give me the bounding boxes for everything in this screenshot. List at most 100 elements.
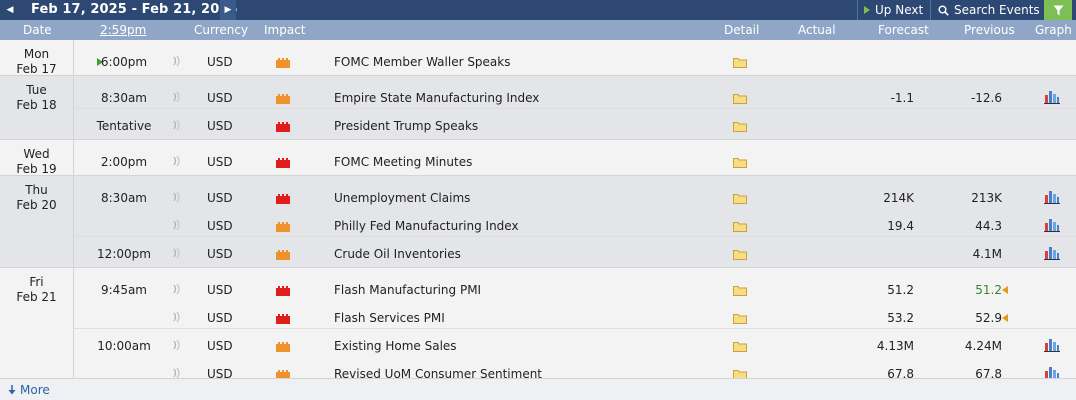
bar-chart-icon[interactable] <box>1044 190 1060 204</box>
sound-alert-icon[interactable] <box>172 155 182 167</box>
sound-alert-icon[interactable] <box>172 55 182 67</box>
sound-alert-icon[interactable] <box>172 119 182 131</box>
filter-button[interactable] <box>1044 0 1072 20</box>
event-previous: 44.3 <box>975 219 1002 233</box>
event-currency: USD <box>207 283 233 297</box>
event-title[interactable]: FOMC Member Waller Speaks <box>334 55 511 69</box>
event-currency: USD <box>207 339 233 353</box>
event-previous: 4.1M <box>972 247 1002 261</box>
event-row[interactable]: USD Revised UoM Consumer Sentiment 67.8 67.… <box>74 360 1076 388</box>
bar-chart-icon[interactable] <box>1044 218 1060 232</box>
search-events-button[interactable]: Search Events <box>933 0 1043 20</box>
day-group: Tue Feb 18 8:30am USD Empire State Manufactu… <box>0 76 1076 140</box>
event-title[interactable]: Existing Home Sales <box>334 339 457 353</box>
event-forecast: 214K <box>883 191 914 205</box>
toolbar-divider <box>930 0 931 20</box>
detail-folder-icon[interactable] <box>733 193 747 204</box>
medium-impact-icon <box>276 221 290 232</box>
event-title[interactable]: FOMC Meeting Minutes <box>334 155 473 169</box>
day-group: Mon Feb 17 6:00pm USD FOMC Member Waller Spe… <box>0 40 1076 76</box>
detail-folder-icon[interactable] <box>733 93 747 104</box>
event-currency: USD <box>207 191 233 205</box>
event-title[interactable]: Revised UoM Consumer Sentiment <box>334 367 543 381</box>
event-row[interactable]: 6:00pm USD FOMC Member Waller Speaks <box>74 48 1076 76</box>
week-range-title: Feb 17, 2025 - Feb 21, 2025 <box>31 2 238 17</box>
day-name: Fri <box>29 275 44 289</box>
event-row[interactable]: 2:00pm USD FOMC Meeting Minutes <box>74 148 1076 176</box>
event-row[interactable]: Tentative USD President Trump Speaks <box>74 112 1076 140</box>
detail-folder-icon[interactable] <box>733 341 747 352</box>
day-label: Tue Feb 18 <box>0 76 74 140</box>
event-currency: USD <box>207 55 233 69</box>
sound-alert-icon[interactable] <box>172 311 182 323</box>
day-group: Fri Feb 21 9:45am USD Flash Manufacturing PM… <box>0 268 1076 388</box>
next-week-button[interactable]: ▶ <box>220 0 236 20</box>
detail-folder-icon[interactable] <box>733 221 747 232</box>
sound-alert-icon[interactable] <box>172 219 182 231</box>
sound-alert-icon[interactable] <box>172 191 182 203</box>
day-date: Feb 21 <box>16 290 57 304</box>
sound-alert-icon[interactable] <box>172 247 182 259</box>
chevron-right-icon: ▶ <box>224 5 232 15</box>
event-title[interactable]: Unemployment Claims <box>334 191 471 205</box>
column-header-previous: Previous <box>964 23 1015 37</box>
up-next-label: Up Next <box>875 3 924 17</box>
chevron-left-icon: ◀ <box>6 5 14 15</box>
detail-folder-icon[interactable] <box>733 157 747 168</box>
column-header-impact: Impact <box>264 23 306 37</box>
event-title[interactable]: Crude Oil Inventories <box>334 247 461 261</box>
day-group: Thu Feb 20 8:30am USD Unemployment Claims 214… <box>0 176 1076 268</box>
detail-folder-icon[interactable] <box>733 121 747 132</box>
event-row[interactable]: 8:30am USD Empire State Manufacturing Inde… <box>74 84 1076 112</box>
medium-impact-icon <box>276 369 290 380</box>
sound-alert-icon[interactable] <box>172 91 182 103</box>
up-next-marker-icon <box>97 58 103 66</box>
event-previous: 52.9 <box>975 311 1002 325</box>
detail-folder-icon[interactable] <box>733 57 747 68</box>
event-row[interactable]: 12:00pm USD Crude Oil Inventories 4.1M <box>74 240 1076 268</box>
detail-folder-icon[interactable] <box>733 249 747 260</box>
event-row[interactable]: 9:45am USD Flash Manufacturing PMI 51.2 51.2 <box>74 276 1076 304</box>
event-currency: USD <box>207 219 233 233</box>
search-icon <box>938 5 949 16</box>
sound-alert-icon[interactable] <box>172 367 182 379</box>
detail-folder-icon[interactable] <box>733 285 747 296</box>
column-header-actual: Actual <box>798 23 836 37</box>
day-date: Feb 20 <box>16 198 57 212</box>
event-forecast: 4.13M <box>876 339 914 353</box>
sound-alert-icon[interactable] <box>172 283 182 295</box>
up-next-button[interactable]: Up Next <box>860 0 930 20</box>
event-title[interactable]: Flash Services PMI <box>334 311 445 325</box>
current-time-link[interactable]: 2:59pm <box>100 23 147 37</box>
previous-week-button[interactable]: ◀ <box>2 0 18 20</box>
event-forecast: 19.4 <box>887 219 914 233</box>
event-row[interactable]: 10:00am USD Existing Home Sales 4.13M 4.24M <box>74 332 1076 360</box>
more-label: More <box>20 383 50 397</box>
more-button[interactable]: More <box>8 383 50 397</box>
event-row[interactable]: USD Flash Services PMI 53.2 52.9 <box>74 304 1076 332</box>
event-title[interactable]: Philly Fed Manufacturing Index <box>334 219 519 233</box>
event-row[interactable]: USD Philly Fed Manufacturing Index 19.4 44.… <box>74 212 1076 240</box>
bar-chart-icon[interactable] <box>1044 90 1060 104</box>
sound-alert-icon[interactable] <box>172 339 182 351</box>
event-currency: USD <box>207 311 233 325</box>
event-previous: 67.8 <box>975 367 1002 381</box>
event-title[interactable]: Empire State Manufacturing Index <box>334 91 540 105</box>
column-header-row: Date 2:59pm Currency Impact Detail Actua… <box>0 20 1076 40</box>
event-row[interactable]: 8:30am USD Unemployment Claims 214K 213K <box>74 184 1076 212</box>
event-title[interactable]: President Trump Speaks <box>334 119 479 133</box>
event-time: 12:00pm <box>97 247 151 261</box>
bar-chart-icon[interactable] <box>1044 338 1060 352</box>
detail-folder-icon[interactable] <box>733 313 747 324</box>
calendar-footer: More <box>0 378 1076 400</box>
high-impact-icon <box>276 121 290 132</box>
high-impact-icon <box>276 313 290 324</box>
toolbar-divider <box>857 0 858 20</box>
day-name: Tue <box>26 83 47 97</box>
event-title[interactable]: Flash Manufacturing PMI <box>334 283 482 297</box>
day-label: Thu Feb 20 <box>0 176 74 268</box>
bar-chart-icon[interactable] <box>1044 246 1060 260</box>
event-currency: USD <box>207 91 233 105</box>
event-currency: USD <box>207 247 233 261</box>
search-events-label: Search Events <box>954 3 1040 17</box>
